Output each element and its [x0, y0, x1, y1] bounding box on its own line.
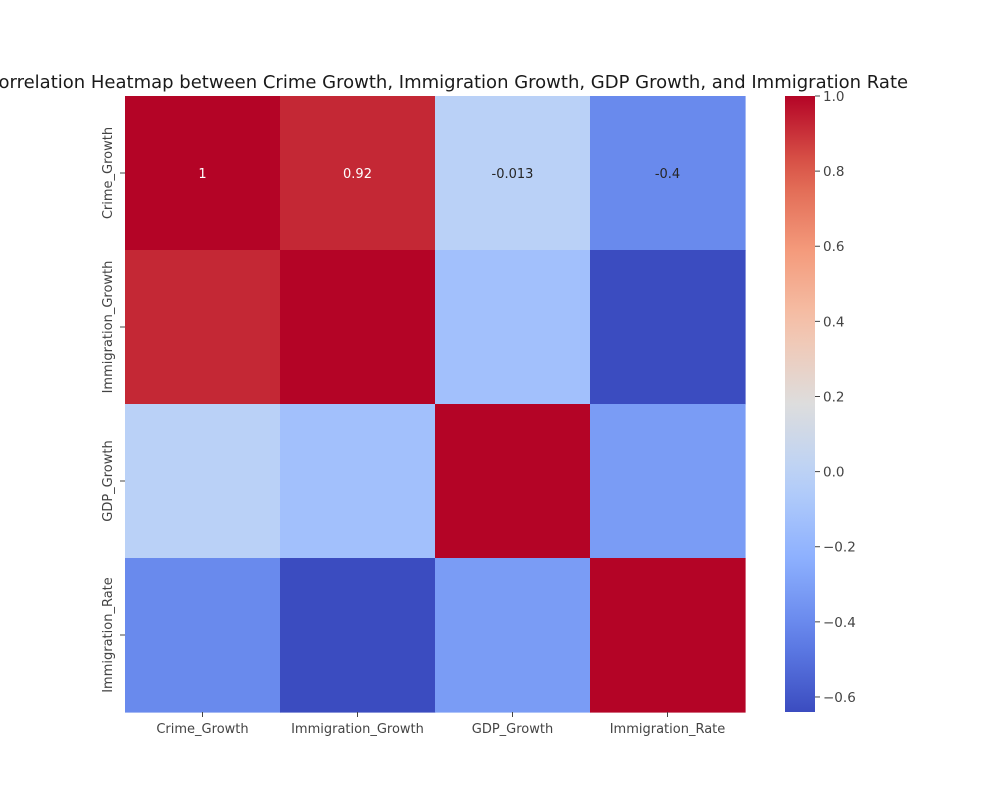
heatmap-cell: [590, 404, 746, 559]
chart-title: Correlation Heatmap between Crime Growth…: [0, 72, 908, 93]
colorbar-tick-label: 0.8: [823, 164, 844, 180]
colorbar: [785, 96, 815, 712]
heatmap-cell: [435, 558, 591, 713]
y-tick-label: Immigration_Rate: [101, 577, 116, 693]
colorbar-tick-label: 0.2: [823, 389, 844, 405]
heatmap-cell: [590, 250, 746, 405]
x-axis: Crime_Growth Immigration_Growth GDP_Growth…: [156, 712, 725, 737]
heatmap-cell: [435, 404, 591, 559]
y-tick-label: Immigration_Growth: [101, 261, 116, 394]
cell-annotation: -0.4: [655, 167, 680, 182]
colorbar-tick-label: −0.6: [823, 690, 856, 706]
y-tick-label: Crime_Growth: [101, 127, 116, 219]
heatmap-cell: [125, 250, 281, 405]
heatmap-cells: [125, 96, 746, 713]
heatmap-cell: [435, 250, 591, 405]
cell-annotation: 1: [198, 167, 206, 182]
x-tick-label: Immigration_Rate: [610, 722, 726, 737]
heatmap-cell: [590, 558, 746, 713]
heatmap-cell: [590, 96, 746, 251]
colorbar-tick-label: 1.0: [823, 89, 844, 105]
x-tick-label: Immigration_Growth: [291, 722, 424, 737]
y-axis: Crime_Growth Immigration_Growth GDP_Growth…: [101, 127, 125, 693]
cell-annotation: -0.013: [492, 167, 534, 182]
heatmap-cell: [125, 96, 281, 251]
colorbar-tick-label: −0.4: [823, 615, 856, 631]
heatmap-cell: [280, 96, 436, 251]
colorbar-tick-label: 0.4: [823, 314, 844, 330]
heatmap-cell: [125, 558, 281, 713]
heatmap-cell: [280, 404, 436, 559]
heatmap-cell: [435, 96, 591, 251]
x-tick-label: Crime_Growth: [156, 722, 248, 737]
heatmap-cell: [280, 558, 436, 713]
y-tick-label: GDP_Growth: [101, 440, 116, 521]
heatmap-cell: [280, 250, 436, 405]
cell-annotation: 0.92: [343, 167, 372, 182]
colorbar-tick-label: 0.6: [823, 239, 844, 255]
heatmap-annotations: 1 0.92 -0.013 -0.4: [198, 167, 680, 182]
heatmap-cell: [125, 404, 281, 559]
colorbar-tick-label: −0.2: [823, 540, 856, 556]
x-tick-label: GDP_Growth: [472, 722, 553, 737]
colorbar-tick-label: 0.0: [823, 465, 844, 481]
colorbar-ticks: 1.0 0.8 0.6 0.4 0.2 0.0 −0.2 −0.4 −0.6: [815, 89, 856, 706]
